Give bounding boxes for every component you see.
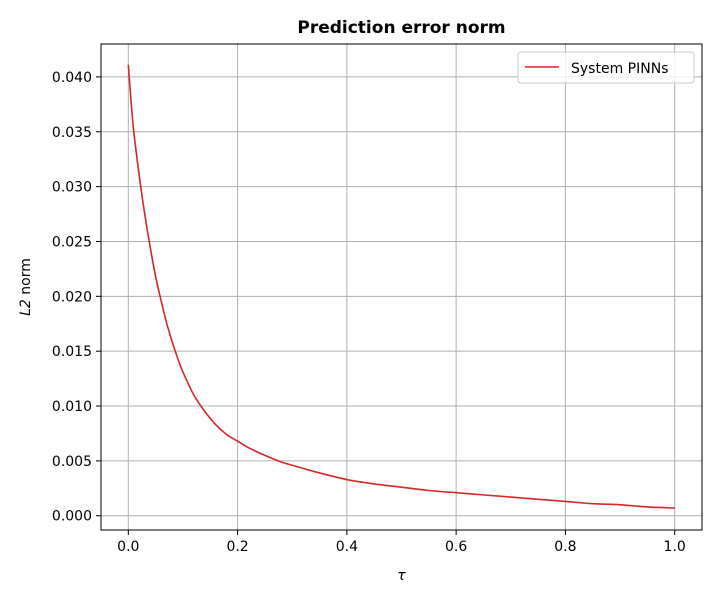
y-tick-label: 0.005	[52, 454, 92, 470]
x-tick-label: 0.8	[554, 539, 576, 555]
y-tick-label: 0.015	[52, 344, 92, 360]
legend-box	[517, 51, 695, 84]
y-tick-label: 0.020	[52, 289, 92, 305]
y-tick-label: 0.000	[52, 509, 92, 525]
plot-frame	[100, 43, 703, 531]
y-tick-label: 0.030	[52, 180, 92, 196]
chart-title: Prediction error norm	[297, 18, 505, 38]
x-tick-label: 1.0	[664, 539, 686, 555]
y-axis-label-italic: L2	[18, 299, 34, 316]
legend: System PINNs	[517, 51, 695, 84]
legend-label-system-pinns: System PINNs	[571, 61, 668, 77]
grid	[101, 44, 702, 530]
x-tick-label: 0.2	[226, 539, 248, 555]
y-axis-label: L2 norm	[18, 258, 34, 316]
x-axis-label: τ	[397, 568, 406, 584]
y-axis-ticks: 0.000 0.005 0.010 0.015 0.020 0.025 0.030 0.035…	[52, 70, 101, 525]
y-tick-label: 0.040	[52, 70, 92, 86]
y-tick-label: 0.025	[52, 234, 92, 250]
y-tick-label: 0.035	[52, 125, 92, 141]
x-tick-label: 0.6	[445, 539, 467, 555]
x-axis-ticks: 0.0 0.2 0.4 0.6 0.8 1.0	[117, 530, 686, 555]
y-tick-label: 0.010	[52, 399, 92, 415]
x-tick-label: 0.4	[336, 539, 358, 555]
y-axis-label-rest: norm	[18, 258, 34, 299]
x-tick-label: 0.0	[117, 539, 139, 555]
series-line-system-pinns	[127, 64, 675, 509]
series-layer	[127, 64, 675, 509]
